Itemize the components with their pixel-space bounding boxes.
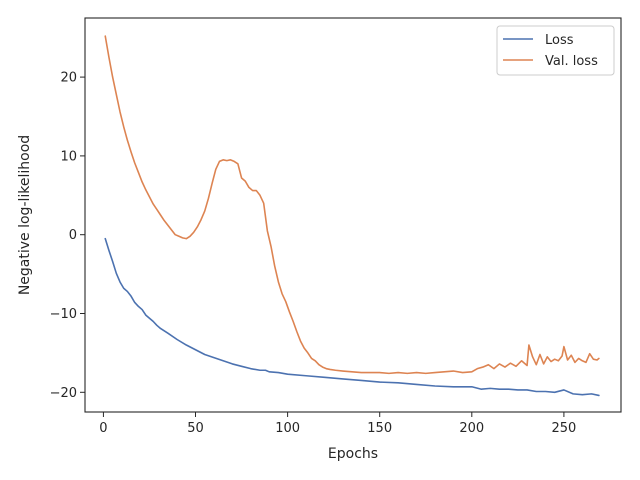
y-tick-label: 0: [69, 228, 77, 243]
y-tick-label: −20: [50, 386, 77, 401]
legend-label-loss: Loss: [545, 33, 574, 48]
x-axis-label: Epochs: [328, 446, 378, 462]
x-tick-label: 0: [99, 421, 107, 436]
x-axis-ticks: 0 50 100 150 200 250: [99, 412, 576, 436]
legend: Loss Val. loss: [496, 25, 615, 76]
x-tick-label: 50: [187, 421, 204, 436]
y-axis-label: Negative log-likelihood: [17, 135, 33, 295]
y-axis-ticks: −20 −10 0 10 20: [50, 71, 85, 401]
series-line-val-loss: [104, 35, 600, 375]
y-tick-label: 10: [60, 149, 77, 164]
x-tick-label: 100: [275, 421, 300, 436]
x-tick-label: 200: [459, 421, 484, 436]
plot-area: [84, 17, 622, 413]
series-line-loss: [104, 237, 600, 397]
axes-frame: [84, 17, 622, 413]
x-tick-label: 250: [551, 421, 576, 436]
y-tick-label: −10: [50, 307, 77, 322]
x-tick-label: 150: [367, 421, 392, 436]
legend-label-val-loss: Val. loss: [545, 54, 598, 69]
y-tick-label: 20: [60, 71, 77, 86]
